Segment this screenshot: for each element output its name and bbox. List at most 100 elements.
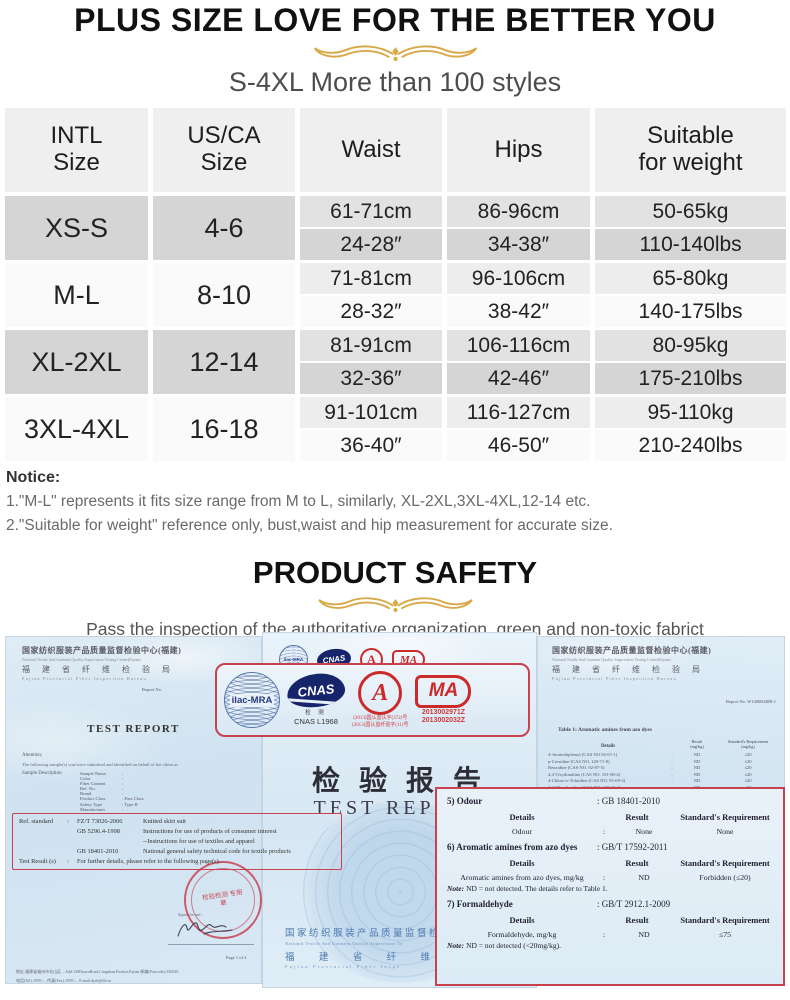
measure-imperial: 140-175lbs: [595, 296, 786, 327]
column-header-line2: Size: [53, 149, 100, 176]
sample-field-label: Manufacturer: [80, 806, 105, 812]
sample-field: Fiber Content:: [80, 781, 245, 786]
amine-col-req-unit: (mg/kg): [741, 744, 755, 749]
amine-col-result-unit: (mg/kg): [690, 744, 704, 749]
table-row: XS-S 4-6 61-71cm 24-28″ 86-96cm 34-38″ 50-65kg…: [5, 196, 786, 260]
sample-field-label: Product Class: [80, 796, 106, 802]
column-header-line1: INTL: [50, 122, 103, 150]
measure-imperial: 42-46″: [447, 363, 590, 394]
sample-field-label: Fiber Content: [80, 781, 106, 787]
measure-imperial: 24-28″: [300, 229, 442, 260]
cal-caption-line1: (2013)国认监认字(372)号: [353, 716, 408, 721]
bureau-name-en: Fujian Provincial Fiber Inspe: [285, 964, 402, 969]
amine-result: ND: [693, 778, 701, 783]
sample-field: Color:: [80, 776, 245, 781]
sample-field: Manufacturer:: [80, 807, 245, 812]
result-section: 6) Aromatic amines from azo dyes: GB/T 1…: [447, 842, 773, 893]
column-header: Hips: [447, 108, 590, 192]
standards-box: Ref. standard : FZ/T 73026-2006 Knitted …: [12, 813, 342, 870]
sample-fields: Sample Name: Color: Fiber Content: Ref. No.…: [80, 771, 245, 812]
amine-table-row: 4-Aminobiphenyl (CAS NO.92-67-1): ND ≤20: [548, 752, 778, 759]
size-usca-cell: 4-6: [153, 196, 295, 260]
amine-col-requirement: Standard's Requirement (mg/kg): [718, 739, 778, 749]
amine-requirement: ≤20: [744, 765, 752, 770]
result-columns: Details Result Standard's Requirement: [447, 812, 773, 822]
org-header: 国家纺织服装产品质量监督检验中心(福建) National Textile An…: [22, 645, 181, 681]
cnas-caption-cn: 检 测: [305, 710, 327, 716]
org-name-en: National Textile And Garment Quality Sup…: [22, 657, 141, 662]
sample-field: Product Class: Pass Class: [80, 796, 245, 801]
sample-field-label: Brand: [80, 791, 92, 797]
sample-field: Ref. No.:: [80, 786, 245, 791]
notice-section: Notice: 1."M-L" represents it fits size …: [6, 469, 790, 535]
standard-desc: --Instructions for use of textiles and a…: [143, 838, 255, 845]
ma-mark-icon: MA: [415, 674, 472, 708]
amine-table-row: p-Cresidine (CAS NO. 120-71-8): ND ≤20: [548, 759, 778, 766]
result-section: 5) Odour: GB 18401-2010 Details Result Stan…: [447, 796, 773, 836]
measure-cell: 116-127cm 46-50″: [447, 397, 590, 461]
amine-details: 4-Chloro-o-Toluidine (CAS NO. 95-69-2): [548, 778, 626, 783]
org-name-en: National Textile And Garment Quality Sup…: [285, 940, 403, 946]
col-details: Details: [509, 858, 535, 868]
sample-field-value: :: [122, 781, 124, 787]
amine-table-row: 4-Chloro-o-Toluidine (CAS NO. 95-69-2): N…: [548, 778, 778, 785]
measure-cell: 61-71cm 24-28″: [300, 196, 442, 260]
standards-line: GB 5296.4-1998 Instructions for use of p…: [77, 827, 335, 837]
measure-metric: 86-96cm: [447, 196, 590, 229]
colon: :: [67, 858, 69, 865]
amine-details: p-Cresidine (CAS NO. 120-71-8): [548, 758, 610, 764]
result-requirement: Forbidden (≤20): [699, 873, 751, 882]
safety-subtitle: Pass the inspection of the authoritative…: [86, 619, 704, 639]
measure-imperial: 46-50″: [447, 430, 590, 461]
column-header-line1: US/CA: [187, 122, 261, 150]
measure-cell: 106-116cm 42-46″: [447, 330, 590, 394]
col-requirement: Standard's Requirement: [680, 858, 770, 868]
column-header-line2: for weight: [638, 149, 743, 176]
sample-field-value: :: [122, 791, 124, 797]
sample-field-value: : Type B: [122, 801, 138, 807]
amine-result: ND: [693, 752, 701, 757]
result-value: None: [635, 827, 653, 836]
measure-imperial: 36-40″: [300, 430, 442, 461]
measure-imperial: 110-140lbs: [595, 229, 786, 260]
org-name-cn: 国家纺织服装产品质量监督检验: [285, 929, 454, 939]
measure-imperial: 38-42″: [447, 296, 590, 327]
test-result-label: Test Result (s): [19, 858, 56, 865]
standards-line: --Instructions for use of textiles and a…: [143, 837, 335, 847]
page-subtitle: S-4XL More than 100 styles: [228, 67, 562, 97]
amine-table-row: Benzidine (CAS NO. 92-87-5): ND ≤20: [548, 765, 778, 772]
amine-details: Benzidine (CAS NO. 92-87-5): [548, 765, 605, 770]
page-number: Page 1 of 3: [226, 955, 247, 960]
cnas-code: CNAS L1968: [294, 717, 338, 726]
table1-title: Table 1: Aromatic amines from azo dyes: [558, 727, 653, 733]
cnas-badge: CNAS 检 测 CNAS L1968: [285, 671, 347, 726]
sample-field: Sample Name:: [80, 771, 245, 776]
col-requirement: Standard's Requirement: [680, 812, 770, 822]
sample-field-value: :: [122, 806, 124, 812]
note-text: ND = not detected (<20mg/kg).: [466, 941, 561, 950]
amine-result: ND: [693, 758, 701, 764]
measure-cell: 80-95kg 175-210lbs: [595, 330, 786, 394]
org-name-cn: 国家纺织服装产品质量监督检验中心(福建): [552, 646, 712, 655]
report-no: Report No.: [142, 687, 162, 692]
sample-field-value: :: [122, 771, 124, 776]
col-result: Result: [625, 915, 649, 925]
amine-requirement: ≤20: [744, 758, 752, 764]
column-header: Suitable for weight: [595, 108, 786, 192]
result-section-header: 6) Aromatic amines from azo dyes: GB/T 1…: [447, 842, 773, 852]
result-details: Formaldehyde, mg/kg: [487, 930, 557, 939]
flourish-ornament-icon: [0, 594, 790, 616]
cal-caption: (2013)国认监认字(372)号 (2013)国认监纤验字(11)号: [352, 716, 408, 729]
size-usca-cell: 8-10: [153, 263, 295, 327]
middle-org-footer: 国家纺织服装产品质量监督检验 National Textile And Garm…: [285, 925, 525, 969]
result-row: Odour: None None: [447, 827, 773, 836]
size-intl-cell: XS-S: [5, 196, 148, 260]
measure-imperial: 34-38″: [447, 229, 590, 260]
ma-badge: MA 2013002971Z 2013002032Z: [415, 674, 472, 726]
result-section-header: 5) Odour: GB 18401-2010: [447, 796, 773, 806]
table-row: M-L 8-10 71-81cm 28-32″ 96-106cm 38-42″ 65-80k…: [5, 263, 786, 327]
measure-metric: 116-127cm: [447, 397, 590, 430]
size-intl-cell: XL-2XL: [5, 330, 148, 394]
size-chart: INTL Size US/CA Size Waist Hips Suitable for we…: [5, 108, 786, 461]
bureau-name-cn: 福 建 省 纤 维 检: [285, 952, 475, 963]
